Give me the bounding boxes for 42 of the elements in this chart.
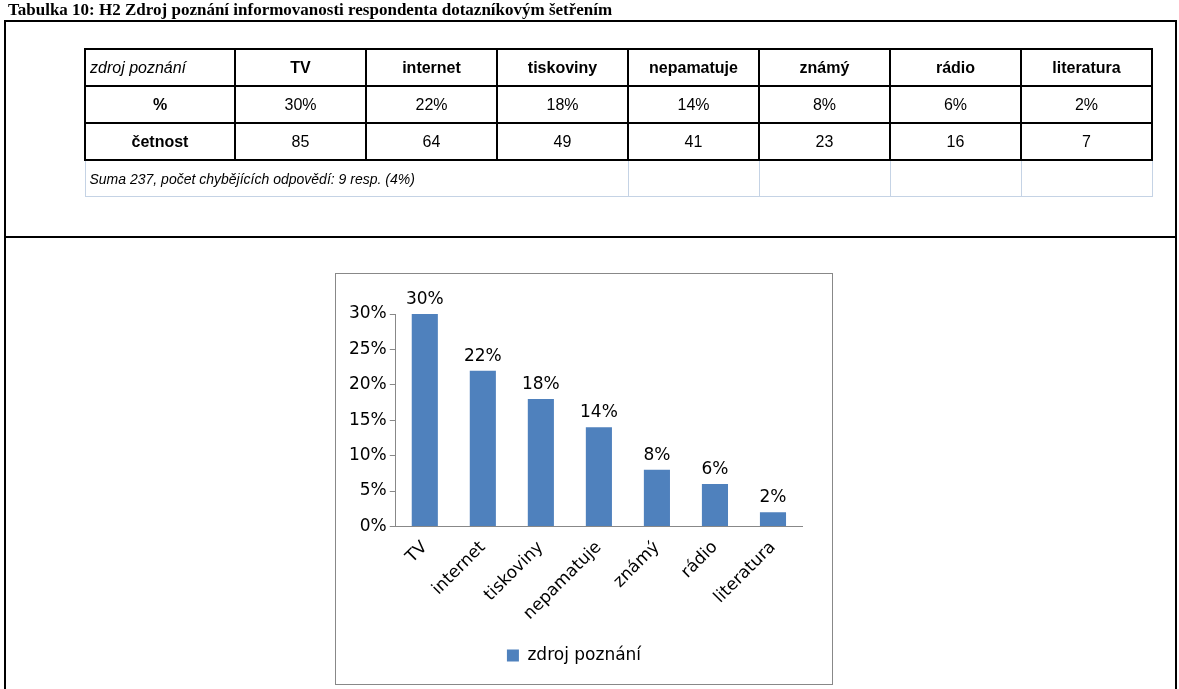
data-label: 30% bbox=[405, 287, 444, 308]
data-label: 14% bbox=[579, 401, 618, 422]
category-label: známý bbox=[799, 58, 850, 76]
y-tick-label: 10% bbox=[348, 444, 387, 465]
category-label: tiskoviny bbox=[527, 58, 598, 76]
y-tick-label: 0% bbox=[359, 514, 387, 535]
text: 18% bbox=[546, 95, 579, 113]
x-tick-label: TV bbox=[400, 536, 432, 567]
text: četnost bbox=[85, 123, 235, 160]
category-label: literatura bbox=[1052, 58, 1121, 76]
y-tick-label: 30% bbox=[348, 302, 387, 323]
y-tick-label: 20% bbox=[348, 373, 387, 394]
y-tick-label: 15% bbox=[348, 408, 387, 429]
text: 30% bbox=[284, 95, 317, 113]
legend-label: zdroj poznání bbox=[527, 643, 643, 664]
text: 6% bbox=[943, 95, 968, 113]
text: zdroj poznání bbox=[85, 49, 235, 86]
y-tick-label: 5% bbox=[359, 479, 387, 500]
text: 49 bbox=[497, 123, 628, 160]
text: 14% bbox=[677, 95, 710, 113]
text: 85 bbox=[235, 123, 366, 160]
category-label: TV bbox=[290, 58, 311, 76]
text: 41 bbox=[628, 123, 759, 160]
data-label: 22% bbox=[463, 344, 502, 365]
category-label: nepamatuje bbox=[649, 58, 738, 76]
text: 22% bbox=[415, 95, 448, 113]
data-label: 2% bbox=[759, 486, 787, 507]
data-label: 8% bbox=[643, 443, 671, 464]
data-label: 18% bbox=[521, 372, 560, 393]
text: 7 bbox=[1021, 123, 1152, 160]
chart-title: Tabulka 10: H2 Zdroj poznání informovanosti respondenta dotazníkovým šetřením bbox=[8, 0, 613, 20]
category-label: rádio bbox=[935, 58, 976, 76]
text: 2% bbox=[1074, 95, 1099, 113]
text: 8% bbox=[812, 95, 837, 113]
text: 16 bbox=[890, 123, 1021, 160]
data-label: 6% bbox=[701, 457, 729, 478]
text: 23 bbox=[759, 123, 890, 160]
text: 64 bbox=[366, 123, 497, 160]
text: % bbox=[85, 86, 235, 123]
text: Suma 237, počet chybějících odpovědí: 9 resp. (4%) bbox=[85, 160, 628, 197]
y-tick-label: 25% bbox=[348, 337, 387, 358]
category-label: internet bbox=[402, 58, 461, 76]
